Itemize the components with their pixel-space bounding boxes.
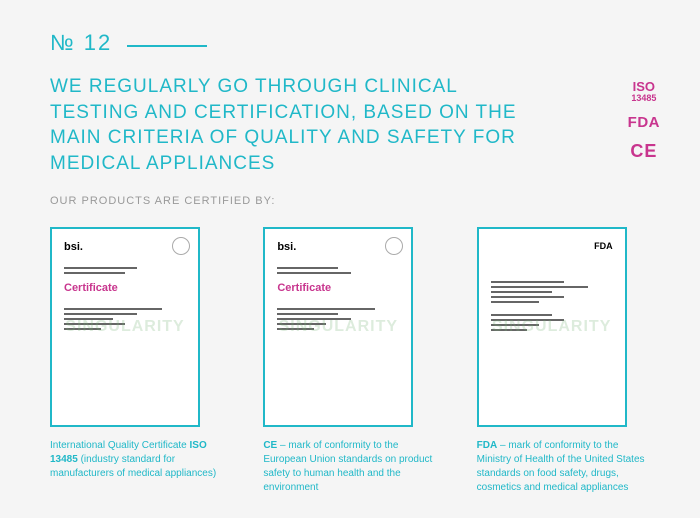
watermark: SINGULARITY [279,318,398,336]
subtitle: OUR PRODUCTS ARE CERTIFIED BY: [50,195,650,207]
header-row: № 12 [50,30,650,56]
seal-icon [172,237,190,255]
caption-suffix: – mark of conformity to the European Uni… [263,440,432,493]
cert-caption-iso: International Quality Certificate ISO 13… [50,439,223,481]
cert-document-ce: bsi. Certificate SINGULARITY [263,227,413,427]
caption-bold: CE [263,440,277,451]
cert-caption-ce: CE – mark of conformity to the European … [263,439,436,495]
ce-badge: CE [630,141,657,162]
certificates-row: bsi. Certificate SINGULARITY Internation… [50,227,650,495]
seal-icon [385,237,403,255]
cert-label: Certificate [277,282,399,294]
headline: WE REGULARLY GO THROUGH CLINICAL TESTING… [50,74,530,177]
cert-column-fda: FDA SINGULARITY FDA – mark of conformity… [477,227,650,495]
caption-suffix: – mark of conformity to the Ministry of … [477,440,645,493]
cert-column-iso: bsi. Certificate SINGULARITY Internation… [50,227,223,495]
iso-badge-top: ISO [633,79,655,94]
cert-document-iso: bsi. Certificate SINGULARITY [50,227,200,427]
caption-prefix: International Quality Certificate [50,440,190,451]
cert-issuer: FDA [491,241,613,251]
cert-issuer: bsi. [64,241,186,253]
badge-column: ISO 13485 FDA CE [628,80,660,162]
cert-caption-fda: FDA – mark of conformity to the Ministry… [477,439,650,495]
cert-column-ce: bsi. Certificate SINGULARITY CE – mark o… [263,227,436,495]
section-underline [127,45,207,47]
cert-issuer: bsi. [277,241,399,253]
cert-body-lines [277,267,399,274]
fda-badge: FDA [628,114,660,131]
caption-bold: FDA [477,440,498,451]
iso-badge-bottom: 13485 [631,94,656,104]
cert-label: Certificate [64,282,186,294]
cert-body-lines [64,267,186,274]
watermark: SINGULARITY [65,318,184,336]
section-number: № 12 [50,30,112,56]
iso-badge: ISO 13485 [631,80,656,104]
cert-document-fda: FDA SINGULARITY [477,227,627,427]
watermark: SINGULARITY [492,318,611,336]
